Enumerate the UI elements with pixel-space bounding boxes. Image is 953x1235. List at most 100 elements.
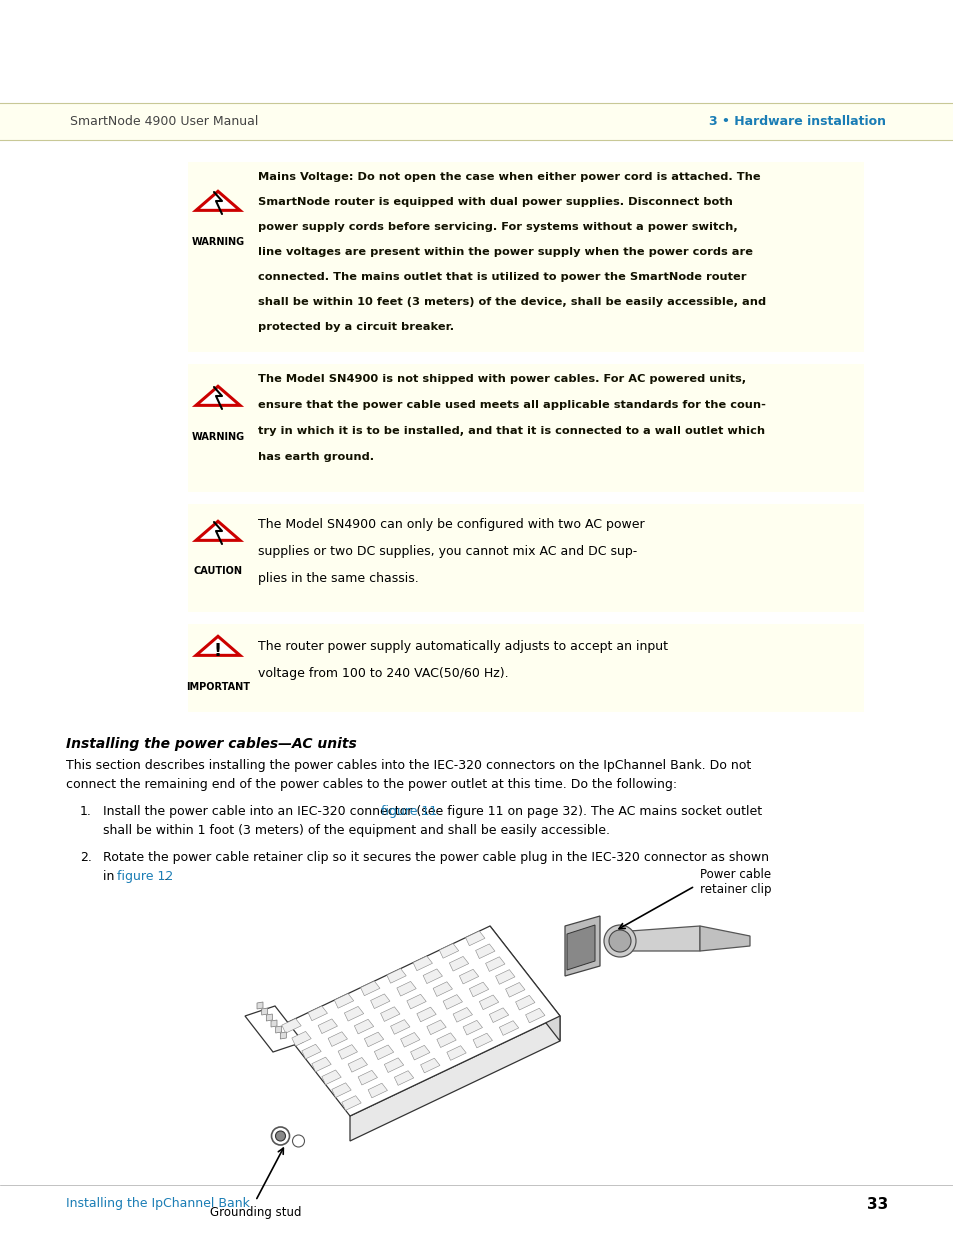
Text: connected. The mains outlet that is utilized to power the SmartNode router: connected. The mains outlet that is util… (257, 272, 745, 282)
Polygon shape (458, 969, 478, 984)
Polygon shape (301, 1045, 321, 1058)
Text: Grounding stud: Grounding stud (210, 1207, 301, 1219)
Polygon shape (370, 994, 390, 1009)
Polygon shape (334, 994, 354, 1008)
Text: figure 11: figure 11 (380, 805, 436, 818)
Text: Installing the IpChannel Bank: Installing the IpChannel Bank (66, 1197, 250, 1210)
Text: SmartNode router is equipped with dual power supplies. Disconnect both: SmartNode router is equipped with dual p… (257, 198, 732, 207)
Text: retainer clip: retainer clip (700, 883, 771, 897)
Polygon shape (350, 1016, 559, 1141)
Text: 1.: 1. (80, 805, 91, 818)
Text: in: in (103, 869, 118, 883)
Polygon shape (422, 969, 442, 983)
Polygon shape (416, 1007, 436, 1021)
Polygon shape (261, 1008, 268, 1015)
Text: Installing the power cables—AC units: Installing the power cables—AC units (66, 737, 356, 751)
Text: try in which it is to be installed, and that it is connected to a wall outlet wh: try in which it is to be installed, and … (257, 426, 764, 436)
Text: The Model SN4900 is not shipped with power cables. For AC powered units,: The Model SN4900 is not shipped with pow… (257, 374, 745, 384)
Polygon shape (495, 969, 515, 984)
FancyBboxPatch shape (188, 162, 863, 352)
Text: plies in the same chassis.: plies in the same chassis. (257, 572, 418, 585)
Polygon shape (292, 1031, 311, 1046)
Polygon shape (453, 1008, 472, 1023)
Polygon shape (469, 982, 488, 997)
Polygon shape (348, 1057, 367, 1072)
Polygon shape (195, 521, 240, 541)
Polygon shape (271, 1020, 276, 1028)
Text: Mains Voltage: Do not open the case when either power cord is attached. The: Mains Voltage: Do not open the case when… (257, 172, 760, 182)
FancyBboxPatch shape (188, 624, 863, 713)
Polygon shape (473, 1034, 492, 1047)
Polygon shape (406, 994, 426, 1009)
Polygon shape (275, 1026, 281, 1032)
Text: 3 • Hardware installation: 3 • Hardware installation (708, 115, 885, 128)
Polygon shape (410, 1045, 430, 1060)
Text: ensure that the power cable used meets all applicable standards for the coun-: ensure that the power cable used meets a… (257, 400, 765, 410)
Polygon shape (321, 1070, 341, 1084)
Polygon shape (195, 387, 240, 405)
Text: figure 12: figure 12 (117, 869, 173, 883)
Polygon shape (489, 1008, 508, 1023)
Text: The Model SN4900 can only be configured with two AC power: The Model SN4900 can only be configured … (257, 517, 644, 531)
Text: has earth ground.: has earth ground. (257, 452, 374, 462)
Polygon shape (449, 956, 468, 971)
Text: 2.: 2. (80, 851, 91, 864)
Polygon shape (328, 1031, 347, 1046)
Polygon shape (442, 994, 462, 1009)
Polygon shape (344, 1007, 363, 1021)
Polygon shape (629, 926, 700, 951)
Polygon shape (332, 1083, 351, 1098)
Polygon shape (564, 916, 599, 976)
Polygon shape (396, 982, 416, 997)
Text: Power cable: Power cable (700, 868, 770, 881)
Text: CAUTION: CAUTION (193, 566, 242, 576)
Polygon shape (436, 1032, 456, 1047)
Polygon shape (505, 983, 524, 997)
Polygon shape (400, 1032, 419, 1047)
Polygon shape (446, 1046, 466, 1061)
Polygon shape (566, 925, 595, 969)
Polygon shape (394, 1071, 414, 1086)
Circle shape (608, 930, 630, 952)
Text: line voltages are present within the power supply when the power cords are: line voltages are present within the pow… (257, 247, 752, 257)
Text: This section describes installing the power cables into the IEC-320 connectors o: This section describes installing the po… (66, 760, 750, 772)
Text: power supply cords before servicing. For systems without a power switch,: power supply cords before servicing. For… (257, 222, 737, 232)
Polygon shape (360, 981, 379, 995)
Text: !: ! (213, 642, 222, 659)
Text: Install the power cable into an IEC-320 connector (see figure 11 on page 32). Th: Install the power cable into an IEC-320 … (103, 805, 761, 818)
Polygon shape (354, 1019, 374, 1034)
Circle shape (275, 1131, 285, 1141)
Text: shall be within 1 foot (3 meters) of the equipment and shall be easily accessibl: shall be within 1 foot (3 meters) of the… (103, 824, 609, 837)
FancyBboxPatch shape (188, 364, 863, 492)
Polygon shape (245, 1007, 303, 1052)
Polygon shape (368, 1083, 387, 1098)
Text: supplies or two DC supplies, you cannot mix AC and DC sup-: supplies or two DC supplies, you cannot … (257, 545, 637, 558)
Polygon shape (462, 1020, 482, 1035)
Polygon shape (476, 944, 495, 958)
Text: protected by a circuit breaker.: protected by a circuit breaker. (257, 322, 454, 332)
Polygon shape (357, 1071, 377, 1086)
Text: IMPORTANT: IMPORTANT (186, 682, 250, 692)
Polygon shape (525, 1008, 544, 1023)
Polygon shape (490, 926, 559, 1041)
Polygon shape (280, 926, 559, 1116)
Polygon shape (498, 1020, 518, 1035)
Polygon shape (515, 995, 535, 1010)
Polygon shape (426, 1020, 446, 1035)
Polygon shape (390, 1020, 410, 1034)
Polygon shape (312, 1057, 331, 1072)
Polygon shape (256, 1002, 263, 1009)
Polygon shape (433, 982, 452, 997)
Text: The router power supply automatically adjusts to accept an input: The router power supply automatically ad… (257, 640, 667, 653)
Polygon shape (485, 957, 504, 972)
Polygon shape (420, 1058, 439, 1073)
Polygon shape (386, 968, 406, 983)
Polygon shape (317, 1019, 337, 1034)
Text: SmartNode 4900 User Manual: SmartNode 4900 User Manual (70, 115, 258, 128)
Polygon shape (281, 1019, 301, 1034)
Text: connect the remaining end of the power cables to the power outlet at this time. : connect the remaining end of the power c… (66, 778, 677, 790)
Polygon shape (308, 1007, 327, 1020)
Circle shape (293, 1135, 304, 1147)
Circle shape (272, 1128, 289, 1145)
Polygon shape (195, 636, 240, 656)
